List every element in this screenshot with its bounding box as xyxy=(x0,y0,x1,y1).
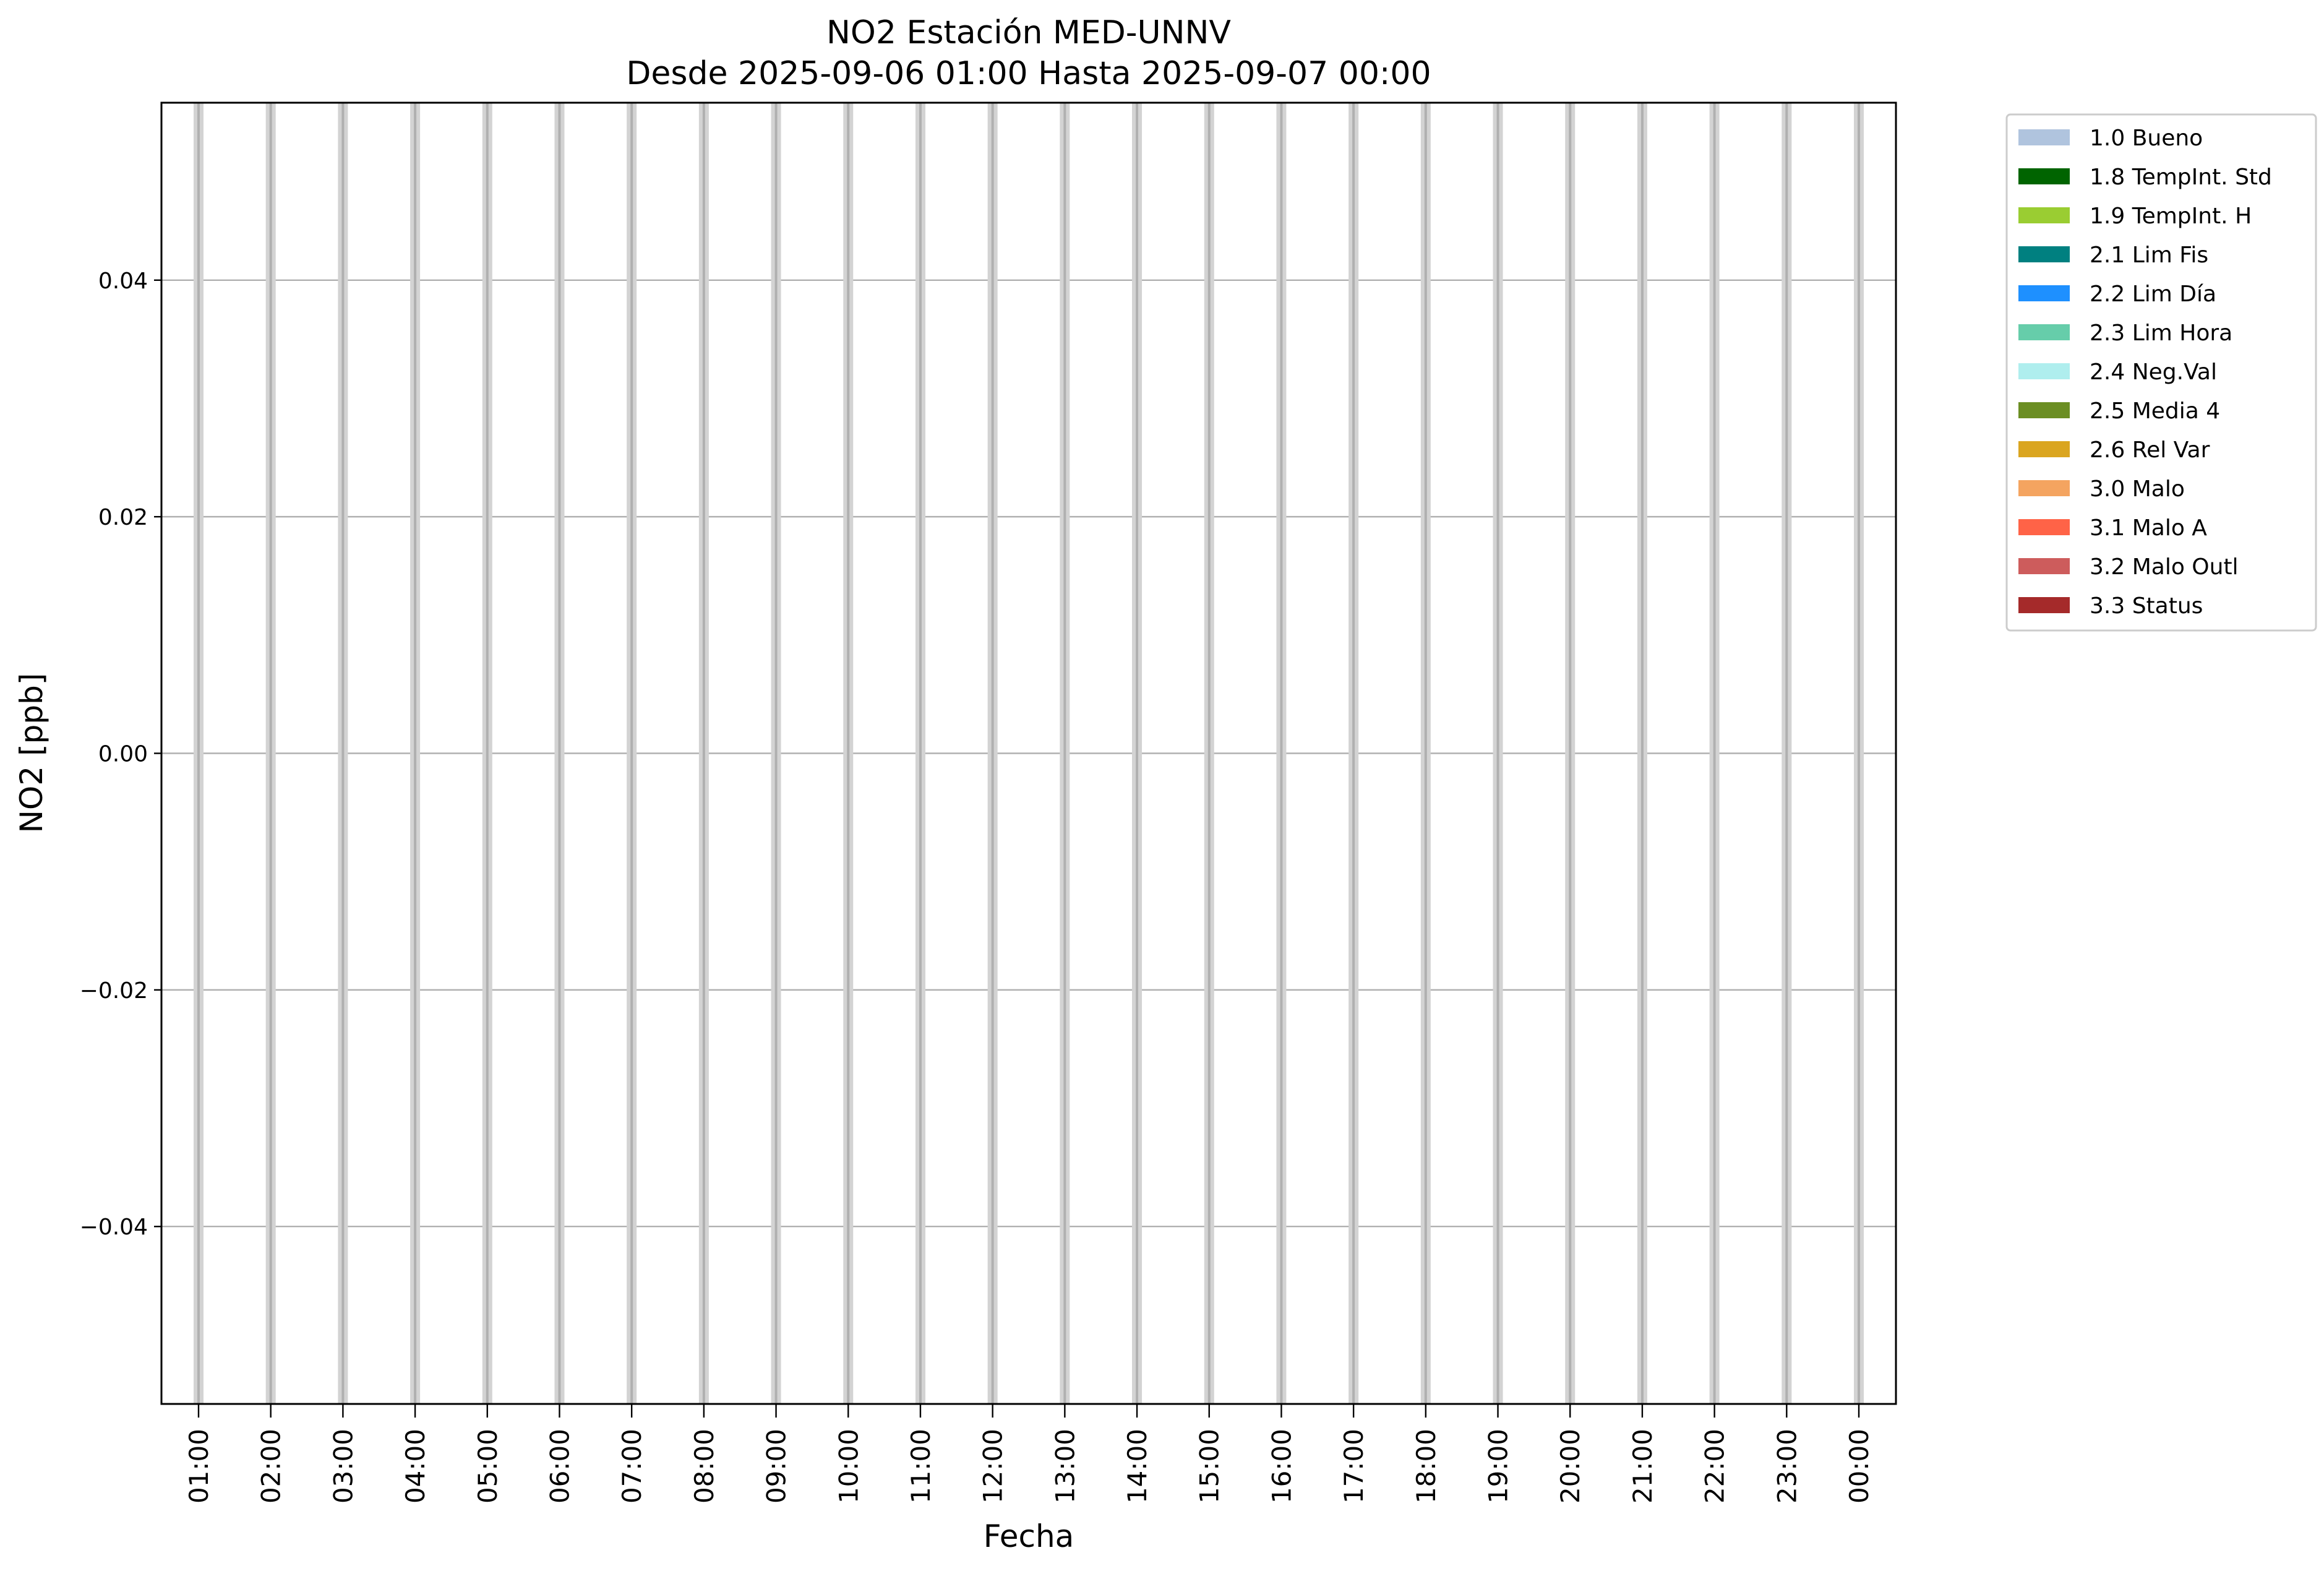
x-tick-label: 15:00 xyxy=(1194,1429,1225,1504)
x-tick-label: 08:00 xyxy=(689,1429,719,1504)
x-tick-label: 05:00 xyxy=(473,1429,503,1504)
legend-swatch xyxy=(2018,246,2070,262)
y-axis-label: NO2 [ppb] xyxy=(14,673,49,833)
legend-label: 2.4 Neg.Val xyxy=(2090,359,2217,385)
legend-swatch xyxy=(2018,402,2070,418)
legend-label: 2.1 Lim Fis xyxy=(2090,243,2208,268)
x-tick-label: 12:00 xyxy=(978,1429,1008,1504)
legend-swatch xyxy=(2018,480,2070,496)
legend-label: 3.1 Malo A xyxy=(2090,515,2207,541)
legend-swatch xyxy=(2018,363,2070,379)
x-tick-label: 04:00 xyxy=(400,1429,431,1504)
legend-label: 3.3 Status xyxy=(2090,593,2203,619)
y-tick-label: −0.02 xyxy=(80,978,148,1004)
legend-swatch xyxy=(2018,129,2070,145)
legend-swatch xyxy=(2018,558,2070,574)
legend-label: 1.8 TempInt. Std xyxy=(2090,165,2272,190)
x-tick-label: 00:00 xyxy=(1844,1429,1874,1504)
legend-swatch xyxy=(2018,324,2070,340)
x-tick-label: 19:00 xyxy=(1483,1429,1514,1504)
x-tick-label: 21:00 xyxy=(1627,1429,1658,1504)
legend-label: 2.3 Lim Hora xyxy=(2090,321,2232,346)
axes-frame xyxy=(160,101,1897,1405)
legend-swatch xyxy=(2018,285,2070,301)
y-tick-label: 0.02 xyxy=(98,505,148,530)
x-tick-label: 20:00 xyxy=(1555,1429,1585,1504)
x-tick-label: 17:00 xyxy=(1339,1429,1369,1504)
legend-label: 1.9 TempInt. H xyxy=(2090,204,2252,229)
x-tick-label: 22:00 xyxy=(1700,1429,1730,1504)
x-tick-label: 23:00 xyxy=(1772,1429,1802,1504)
x-tick-label: 18:00 xyxy=(1411,1429,1441,1504)
x-tick-label: 09:00 xyxy=(761,1429,792,1504)
chart-title: NO2 Estación MED-UNNV xyxy=(826,14,1231,51)
x-axis-label: Fecha xyxy=(984,1518,1074,1554)
legend-label: 1.0 Bueno xyxy=(2090,126,2203,151)
x-tick-label: 06:00 xyxy=(544,1429,575,1504)
x-tick-label: 13:00 xyxy=(1050,1429,1080,1504)
legend-swatch xyxy=(2018,207,2070,223)
y-tick-label: 0.00 xyxy=(98,742,148,767)
legend-swatch xyxy=(2018,597,2070,613)
legend-label: 2.6 Rel Var xyxy=(2090,437,2210,463)
x-tick-label: 16:00 xyxy=(1266,1429,1297,1504)
legend-box xyxy=(2005,113,2317,632)
legend-label: 2.5 Media 4 xyxy=(2090,398,2220,424)
x-tick-label: 10:00 xyxy=(833,1429,864,1504)
x-tick-label: 14:00 xyxy=(1122,1429,1152,1504)
plot-area: 0.04 0.02 0.00 −0.02 −0.04 01:00 02:00 03:00 04:… xyxy=(80,101,1897,1504)
y-tick-label: 0.04 xyxy=(98,269,148,294)
legend-label: 3.0 Malo xyxy=(2090,476,2185,502)
x-tick-label: 11:00 xyxy=(906,1429,936,1504)
legend-label: 2.2 Lim Día xyxy=(2090,282,2216,307)
legend: 1.0 Bueno 1.8 TempInt. Std 1.9 TempInt. H 2… xyxy=(2005,113,2317,632)
x-tick-label: 03:00 xyxy=(328,1429,358,1504)
legend-swatch xyxy=(2018,441,2070,457)
x-tick-label: 07:00 xyxy=(617,1429,647,1504)
legend-label: 3.2 Malo Outl xyxy=(2090,554,2239,580)
x-tick-label: 01:00 xyxy=(184,1429,214,1504)
legend-swatch xyxy=(2018,168,2070,184)
legend-swatch xyxy=(2018,519,2070,535)
chart-subtitle: Desde 2025-09-06 01:00 Hasta 2025-09-07 … xyxy=(626,55,1431,92)
x-tick-label: 02:00 xyxy=(256,1429,286,1504)
y-tick-label: −0.04 xyxy=(80,1215,148,1240)
